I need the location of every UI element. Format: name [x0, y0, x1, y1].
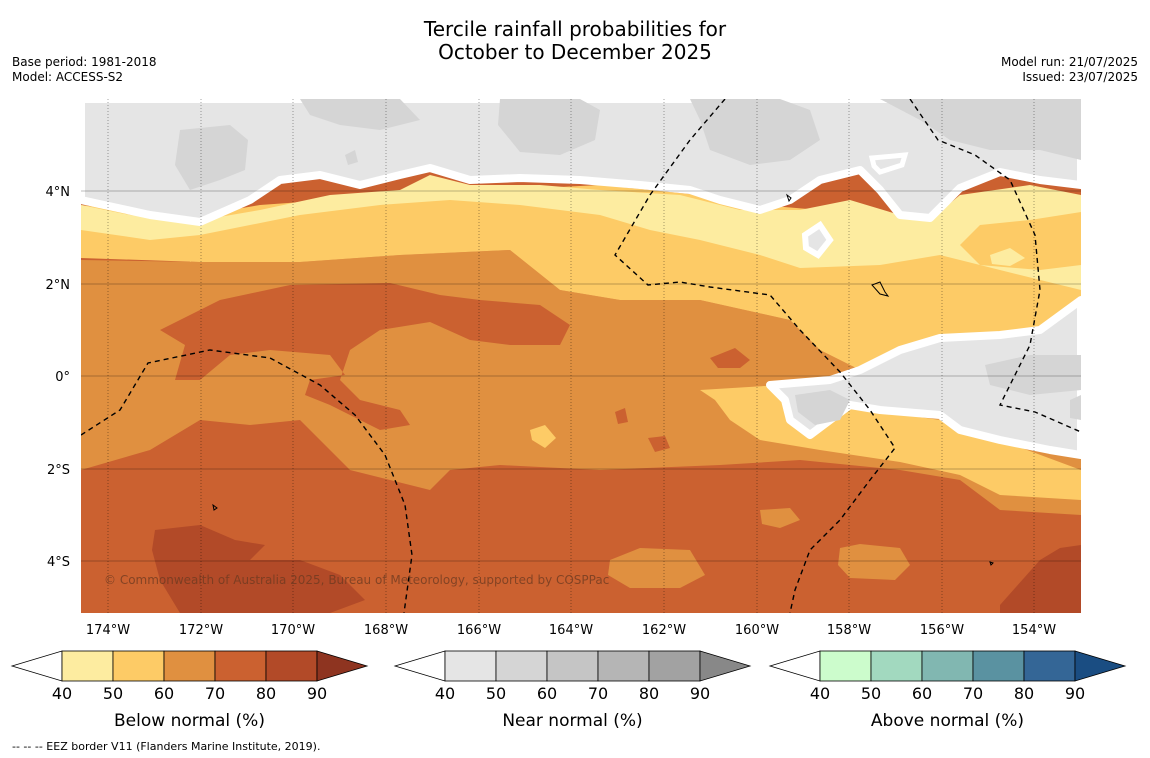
model-run: Model run: 21/07/2025: [1000, 55, 1138, 69]
colorbar-segment: [112, 650, 165, 682]
colorbar-title: Below normal (%): [114, 711, 265, 731]
lon-label: 160°W: [735, 623, 779, 638]
lon-label: 170°W: [271, 623, 315, 638]
lat-label: 4°N: [46, 185, 71, 200]
colorbar-tick: 50: [861, 684, 881, 703]
lon-label: 158°W: [827, 623, 871, 638]
colorbar-tick: 40: [52, 684, 72, 703]
colorbar-tick: 50: [103, 684, 123, 703]
colorbar-tick: 50: [486, 684, 506, 703]
colorbar-segment: [921, 650, 974, 682]
colorbar-segment: [819, 650, 872, 682]
map-title: Tercile rainfall probabilities for Octob…: [0, 18, 1150, 64]
lon-label: 154°W: [1012, 623, 1056, 638]
colorbar-tick: 60: [154, 684, 174, 703]
colorbar-tick: 70: [963, 684, 983, 703]
copyright-text: © Commonwealth of Australia 2025, Bureau…: [104, 573, 609, 587]
islands: [212, 193, 994, 566]
lat-labels: 4°N 2°N 0° 2°S 4°S: [46, 185, 71, 570]
colorbar-under-triangle: [10, 650, 63, 682]
colorbar-over-triangle: [316, 650, 369, 682]
lon-label: 164°W: [549, 623, 593, 638]
lon-label: 174°W: [86, 623, 130, 638]
lat-label: 2°N: [46, 278, 71, 293]
colorbar-segment: [597, 650, 650, 682]
colorbar-segment: [265, 650, 318, 682]
colorbar-segment: [495, 650, 548, 682]
colorbar-tick: 90: [1065, 684, 1085, 703]
colorbar-segment: [163, 650, 216, 682]
meta-left: Base period: 1981-2018 Model: ACCESS-S2: [12, 55, 157, 85]
colorbar-tick: 70: [205, 684, 225, 703]
colorbar-tick: 80: [256, 684, 276, 703]
lat-label: 4°S: [47, 555, 70, 570]
lon-label: 162°W: [642, 623, 686, 638]
title-line-2: October to December 2025: [438, 40, 712, 64]
colorbar-tick: 60: [912, 684, 932, 703]
colorbar-1: 40 50 60 70 80 90 Near normal (%): [393, 650, 752, 731]
lon-label: 156°W: [920, 623, 964, 638]
colorbar-tick: 60: [537, 684, 557, 703]
lon-label: 166°W: [457, 623, 501, 638]
colorbar-0: 40 50 60 70 80 90 Below normal (%): [10, 650, 369, 731]
colorbars: 40 50 60 70 80 90 Below normal (%) 40 50 60 70 80 90…: [10, 650, 1127, 731]
eez-borders: [81, 99, 1081, 613]
colorbar-under-triangle: [768, 650, 821, 682]
model-name: Model: ACCESS-S2: [12, 70, 124, 84]
colorbar-segment: [972, 650, 1025, 682]
colorbar-segment: [1023, 650, 1076, 682]
colorbar-tick: 40: [810, 684, 830, 703]
meta-right: Model run: 21/07/2025 Issued: 23/07/2025: [1001, 55, 1138, 85]
title-line-1: Tercile rainfall probabilities for: [423, 17, 727, 41]
map-fields: [81, 99, 1081, 613]
colorbar-tick: 80: [1014, 684, 1034, 703]
base-period: Base period: 1981-2018: [12, 55, 157, 69]
colorbar-segment: [61, 650, 114, 682]
colorbar-2: 40 50 60 70 80 90 Above normal (%): [768, 650, 1127, 731]
colorbar-tick: 40: [435, 684, 455, 703]
colorbar-segment: [444, 650, 497, 682]
colorbar-over-triangle: [1074, 650, 1127, 682]
colorbar-tick: 90: [690, 684, 710, 703]
eez-footer-note: -- -- -- EEZ border V11 (Flanders Marine…: [12, 740, 320, 753]
colorbar-segment: [214, 650, 267, 682]
colorbar-segment: [648, 650, 701, 682]
lon-label: 168°W: [364, 623, 408, 638]
colorbar-over-triangle: [699, 650, 752, 682]
lat-gridlines: [81, 190, 1081, 562]
colorbar-segment: [870, 650, 923, 682]
colorbar-tick: 80: [639, 684, 659, 703]
colorbar-under-triangle: [393, 650, 446, 682]
colorbar-title: Above normal (%): [871, 711, 1024, 731]
lon-label: 172°W: [179, 623, 223, 638]
colorbar-title: Near normal (%): [502, 711, 642, 731]
lat-label: 2°S: [47, 463, 70, 478]
colorbar-tick: 90: [307, 684, 327, 703]
issued-date: Issued: 23/07/2025: [1022, 70, 1138, 84]
colorbar-segment: [546, 650, 599, 682]
colorbar-tick: 70: [588, 684, 608, 703]
lat-label: 0°: [55, 370, 70, 385]
lon-labels: 174°W 172°W 170°W 168°W 166°W 164°W 162°W 160°W…: [86, 623, 1056, 638]
